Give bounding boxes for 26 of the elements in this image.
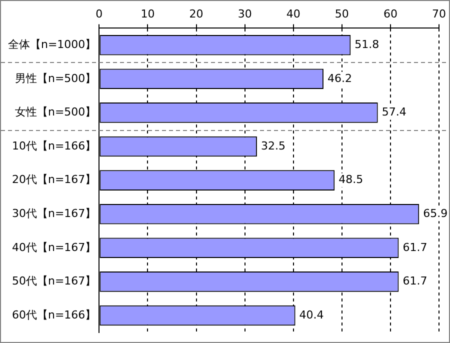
data-label: 32.5	[260, 139, 286, 152]
x-tick-label: 60	[383, 7, 398, 20]
data-label: 61.7	[402, 240, 428, 254]
data-label: 57.4	[382, 106, 406, 119]
data-label: 65.9	[423, 206, 448, 220]
y-tick-label: 男性【n=500】	[14, 72, 96, 85]
data-label: 40.4	[299, 308, 324, 322]
y-tick-label: 40代【n=167】	[12, 240, 96, 254]
x-tick-label: 0	[96, 7, 103, 20]
y-tick-label: 20代【n=167】	[12, 173, 96, 186]
x-tick-label: 30	[238, 7, 252, 20]
x-tick-label: 20	[189, 7, 204, 20]
y-tick-label: 60代【n=166】	[12, 308, 96, 322]
y-tick-label: 30代【n=167】	[12, 206, 96, 220]
data-label: 61.7	[402, 274, 428, 288]
data-label: 48.5	[338, 173, 364, 186]
data-label: 46.2	[327, 72, 352, 85]
y-tick-label: 全体【n=1000】	[8, 38, 96, 51]
x-tick-label: 70	[432, 7, 446, 20]
x-tick-label: 50	[334, 7, 349, 20]
y-tick-label: 10代【n=166】	[12, 139, 96, 152]
y-tick-label: 女性【n=500】	[14, 106, 96, 119]
data-label: 51.8	[354, 38, 380, 51]
y-tick-label: 50代【n=167】	[12, 274, 96, 288]
x-tick-label: 40	[286, 7, 300, 20]
x-tick-label: 10	[140, 7, 155, 20]
